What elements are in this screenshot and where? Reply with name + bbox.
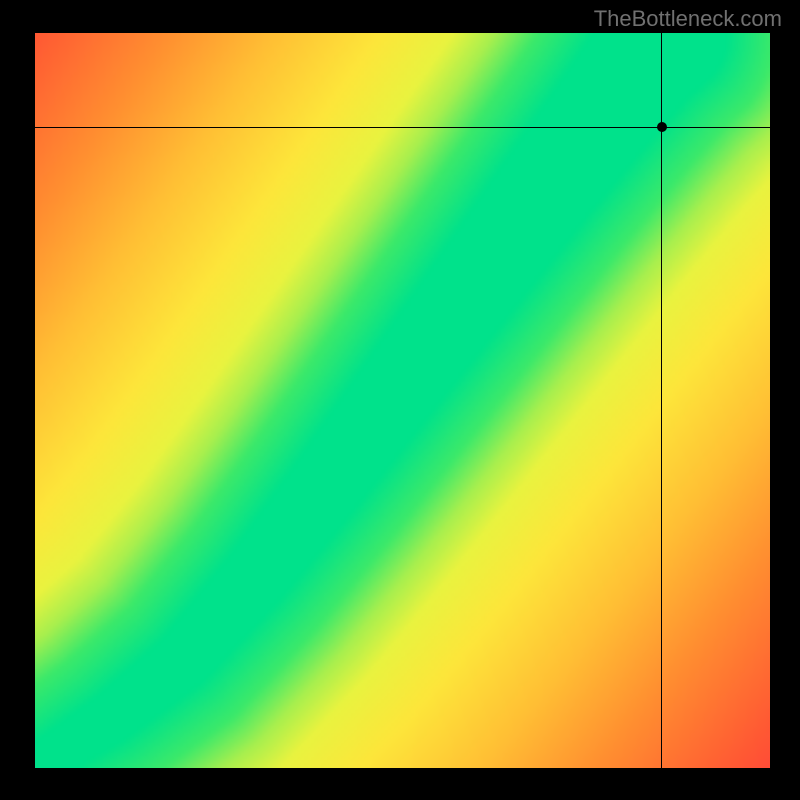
chart-container: TheBottleneck.com xyxy=(0,0,800,800)
crosshair-vertical xyxy=(661,33,662,768)
marker-dot xyxy=(657,122,667,132)
plot-area xyxy=(35,33,770,768)
watermark-text: TheBottleneck.com xyxy=(594,6,782,32)
heatmap-canvas xyxy=(35,33,770,768)
